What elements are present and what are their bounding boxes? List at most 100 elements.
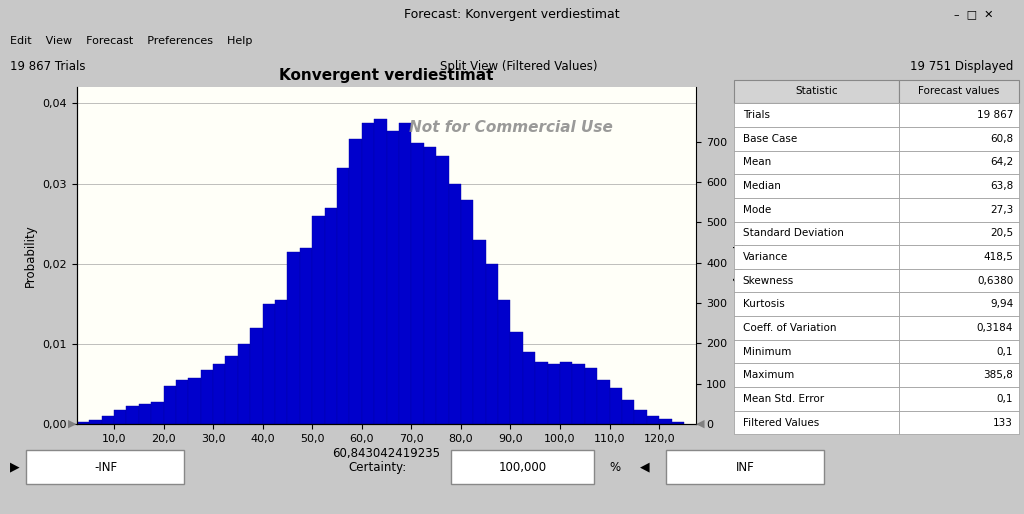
Text: 19 867: 19 867 (977, 110, 1013, 120)
Bar (399, 123, 412, 424)
Bar (424, 148, 436, 424)
Bar (436, 156, 449, 424)
Bar (225, 356, 238, 424)
FancyBboxPatch shape (734, 340, 899, 363)
Bar (65, 423, 77, 424)
Bar (485, 264, 498, 424)
Title: Konvergent verdiestimat: Konvergent verdiestimat (280, 68, 494, 83)
Bar (647, 416, 659, 424)
Text: Statistic: Statistic (796, 86, 838, 97)
FancyBboxPatch shape (734, 151, 899, 174)
Text: 64,2: 64,2 (990, 157, 1013, 168)
Text: Minimum: Minimum (742, 346, 792, 357)
Text: Split View (Filtered Values): Split View (Filtered Values) (440, 60, 598, 74)
FancyBboxPatch shape (899, 269, 1019, 292)
Bar (461, 199, 473, 424)
FancyBboxPatch shape (734, 269, 899, 292)
Text: 418,5: 418,5 (983, 252, 1013, 262)
Text: –  □  ✕: – □ ✕ (953, 9, 993, 19)
Bar (164, 387, 176, 424)
Text: Mode: Mode (742, 205, 771, 215)
Bar (560, 361, 572, 424)
FancyBboxPatch shape (734, 103, 899, 127)
Text: ▶: ▶ (10, 461, 19, 474)
Bar (659, 419, 672, 424)
Bar (176, 380, 188, 424)
Bar (262, 304, 275, 424)
Text: 0,6380: 0,6380 (977, 276, 1013, 286)
Text: 0,3184: 0,3184 (977, 323, 1013, 333)
FancyBboxPatch shape (734, 411, 899, 434)
FancyBboxPatch shape (899, 151, 1019, 174)
Text: 0,1: 0,1 (996, 346, 1013, 357)
Text: 100,000: 100,000 (499, 461, 546, 474)
Text: 385,8: 385,8 (983, 370, 1013, 380)
FancyBboxPatch shape (899, 292, 1019, 316)
Text: 60,8: 60,8 (990, 134, 1013, 144)
Bar (213, 364, 225, 424)
FancyBboxPatch shape (899, 387, 1019, 411)
Bar (361, 123, 374, 424)
FancyBboxPatch shape (899, 363, 1019, 387)
Bar (250, 328, 262, 424)
FancyBboxPatch shape (734, 80, 899, 103)
Text: Edit    View    Forecast    Preferences    Help: Edit View Forecast Preferences Help (10, 36, 253, 46)
Bar (325, 208, 337, 424)
Text: 133: 133 (993, 417, 1013, 428)
Bar (585, 368, 597, 424)
Text: Skewness: Skewness (742, 276, 794, 286)
Text: Certainty:: Certainty: (348, 461, 407, 474)
Bar (312, 216, 325, 424)
Bar (238, 344, 250, 424)
Bar (473, 240, 485, 424)
Bar (412, 143, 424, 424)
FancyBboxPatch shape (734, 222, 899, 245)
Bar (349, 139, 361, 424)
Bar (609, 388, 622, 424)
Text: ◀: ◀ (696, 419, 705, 429)
Text: 19 751 Displayed: 19 751 Displayed (910, 60, 1014, 74)
FancyBboxPatch shape (899, 127, 1019, 151)
FancyBboxPatch shape (734, 316, 899, 340)
FancyBboxPatch shape (734, 174, 899, 198)
Bar (288, 252, 300, 424)
Bar (77, 421, 89, 424)
Bar (139, 404, 152, 424)
Bar (634, 410, 647, 424)
Bar (510, 332, 523, 424)
Text: 19 867 Trials: 19 867 Trials (10, 60, 86, 74)
FancyBboxPatch shape (26, 450, 184, 484)
FancyBboxPatch shape (451, 450, 594, 484)
Y-axis label: Probability: Probability (24, 224, 37, 287)
Text: 27,3: 27,3 (990, 205, 1013, 215)
Text: Forecast: Konvergent verdiestimat: Forecast: Konvergent verdiestimat (404, 8, 620, 21)
Bar (622, 400, 634, 424)
FancyBboxPatch shape (734, 127, 899, 151)
FancyBboxPatch shape (666, 450, 824, 484)
Bar (201, 370, 213, 424)
FancyBboxPatch shape (734, 387, 899, 411)
Text: Variance: Variance (742, 252, 788, 262)
FancyBboxPatch shape (734, 198, 899, 222)
Bar (548, 364, 560, 424)
Bar (374, 119, 387, 424)
Text: Coeff. of Variation: Coeff. of Variation (742, 323, 837, 333)
Bar (300, 248, 312, 424)
Text: Not for Commercial Use: Not for Commercial Use (409, 120, 612, 135)
Bar (387, 132, 399, 424)
Text: Median: Median (742, 181, 780, 191)
Bar (672, 423, 684, 424)
Bar (152, 401, 164, 424)
Text: ◀: ◀ (640, 461, 649, 474)
FancyBboxPatch shape (899, 80, 1019, 103)
Y-axis label: Frequency: Frequency (731, 225, 743, 286)
Bar (337, 168, 349, 424)
FancyBboxPatch shape (734, 245, 899, 269)
Text: Trials: Trials (742, 110, 770, 120)
Text: ▶: ▶ (69, 419, 77, 429)
Bar (449, 183, 461, 424)
Text: 9,94: 9,94 (990, 299, 1013, 309)
Text: %: % (609, 461, 621, 474)
Text: 20,5: 20,5 (990, 228, 1013, 238)
Bar (101, 416, 114, 424)
